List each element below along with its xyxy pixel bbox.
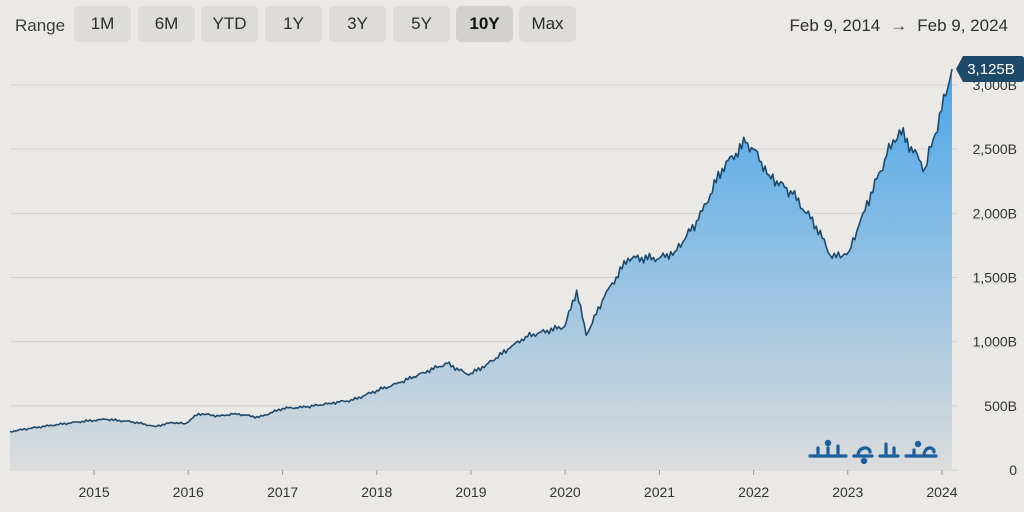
x-tick-label: 2020 — [550, 484, 581, 500]
range-button-ytd[interactable]: YTD — [201, 6, 258, 42]
range-toolbar: Range 1M 6M YTD 1Y 3Y 5Y 10Y Max Feb 9, … — [0, 0, 1024, 50]
range-label: Range — [15, 16, 66, 35]
range-button-5y[interactable]: 5Y — [393, 6, 450, 42]
date-range: Feb 9, 2014 → Feb 9, 2024 — [790, 16, 1009, 36]
date-to[interactable]: Feb 9, 2024 — [917, 16, 1008, 35]
x-tick-label: 2024 — [926, 484, 957, 500]
y-tick-label: 500B — [984, 398, 1017, 414]
persian-logo-watermark-icon — [808, 439, 938, 464]
last-value-label: 3,125B — [967, 61, 1015, 78]
range-button-1m[interactable]: 1M — [74, 6, 131, 42]
x-tick-label: 2021 — [644, 484, 675, 500]
series-line — [9, 68, 953, 433]
x-tick-label: 2015 — [79, 484, 110, 500]
last-value-badge: 3,125B — [956, 55, 1024, 82]
y-tick-label: 1,500B — [973, 270, 1017, 286]
x-tick-label: 2023 — [832, 484, 863, 500]
range-button-6m[interactable]: 6M — [138, 6, 195, 42]
x-tick-label: 2019 — [455, 484, 486, 500]
x-tick-label: 2016 — [173, 484, 204, 500]
range-button-max[interactable]: Max — [519, 6, 576, 42]
y-tick-label: 2,500B — [973, 141, 1017, 157]
arrow-right-icon: → — [890, 16, 908, 35]
y-tick-label: 0 — [1009, 462, 1017, 478]
date-from[interactable]: Feb 9, 2014 — [789, 16, 881, 35]
range-button-3y[interactable]: 3Y — [329, 6, 386, 42]
series-area — [10, 69, 952, 470]
y-tick-label: 2,000B — [973, 205, 1017, 221]
range-button-10y[interactable]: 10Y — [456, 6, 513, 42]
range-button-1y[interactable]: 1Y — [265, 6, 322, 42]
y-tick-label: 1,000B — [973, 334, 1017, 350]
x-tick-label: 2017 — [267, 484, 298, 500]
x-tick-label: 2018 — [361, 484, 392, 500]
x-tick-label: 2022 — [738, 484, 769, 500]
